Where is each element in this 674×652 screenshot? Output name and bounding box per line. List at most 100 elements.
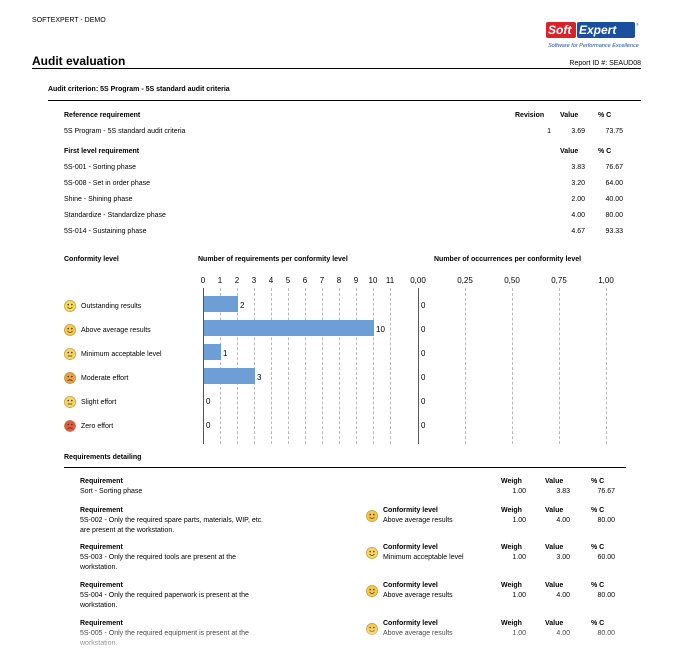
chart-gridline <box>220 288 221 444</box>
chart-bar <box>204 344 221 360</box>
chart-data-label: 0 <box>421 373 426 382</box>
smiley-icon <box>64 348 76 360</box>
chart-tick-label: 0,75 <box>551 276 567 285</box>
first-level-value: 3.20 <box>571 180 585 187</box>
smiley-icon <box>64 372 76 384</box>
detail-pct-value: 80.00 <box>597 517 615 524</box>
smiley-icon <box>366 585 378 597</box>
chart-gridline <box>254 288 255 444</box>
chart-tick-label: 10 <box>368 276 378 285</box>
smiley-icon <box>64 300 76 312</box>
chart-data-label: 3 <box>257 373 262 382</box>
logo-tagline: Software for Performance Excellence <box>548 43 639 49</box>
detail-label-value: Value <box>545 582 564 589</box>
conformity-level-label: Slight effort <box>81 399 117 406</box>
detail-pct-value: 60.00 <box>597 554 615 561</box>
detail-weigh-value: 1.00 <box>512 554 526 561</box>
chart-bar <box>204 368 255 384</box>
logo-expert: Expert <box>579 23 617 37</box>
chart-tick-label: 5 <box>285 276 291 285</box>
smiley-icon <box>366 510 378 522</box>
detail-requirement-text: workstation. <box>80 602 118 609</box>
chart-gridline <box>271 288 272 444</box>
detail-label-requirement: Requirement <box>80 582 123 589</box>
ref-row-name: 5S Program - 5S standard audit criteria <box>64 128 186 135</box>
conformity-level-label: Moderate effort <box>81 375 129 382</box>
chart-tick-label: 0,25 <box>457 276 473 285</box>
detail-label-value: Value <box>545 620 563 627</box>
detail-requirement-text: 5S-003 - Only the required tools are pre… <box>80 554 237 561</box>
chart-data-label: 0 <box>421 397 426 406</box>
chart-tick-label: 8 <box>336 276 342 285</box>
first-level-value: 2.00 <box>571 196 585 203</box>
chart-tick-label: 6 <box>302 276 308 285</box>
chart-data-label: 0 <box>421 421 426 430</box>
first-level-name: Shine - Shining phase <box>64 196 133 203</box>
first-level-value: 4.00 <box>571 212 585 219</box>
softexpert-logo: Soft Expert ® Software for Performance E… <box>544 20 640 50</box>
conformity-title: Conformity level <box>64 256 119 263</box>
chart-bar <box>204 296 238 312</box>
chart-data-label: 0 <box>421 349 426 358</box>
detail-value: 3.00 <box>556 554 570 561</box>
detail-label-value: Value <box>545 478 564 485</box>
chart-tick-label: 3 <box>251 276 257 285</box>
detail-label-pct: % C <box>591 582 605 589</box>
detail-label-weigh: Weigh <box>501 507 522 514</box>
smiley-icon <box>64 324 76 336</box>
chart-tick-label: 2 <box>234 276 240 285</box>
chart-gridline <box>356 288 357 444</box>
detail-requirement-text: workstation. <box>80 564 118 571</box>
first-level-header-name: First level requirement <box>64 148 140 155</box>
ref-row-revision: 1 <box>547 128 551 135</box>
first-level-header-value: Value <box>560 148 579 155</box>
detail-requirement-text: are present at the workstation. <box>80 527 175 534</box>
criterion-rule <box>48 100 641 101</box>
chart-gridline <box>559 288 560 444</box>
chart-tick-label: 11 <box>385 276 395 285</box>
chart-tick-label: 0,00 <box>410 276 426 285</box>
chart-gridline <box>237 288 238 444</box>
page-title: Audit evaluation <box>32 54 126 68</box>
detail-conformity-value: Above average results <box>383 592 453 599</box>
detail-label-requirement: Requirement <box>80 478 123 485</box>
chart-data-label: 0 <box>206 421 211 430</box>
detail-label-weigh: Weigh <box>501 478 522 485</box>
first-level-header-pct: % C <box>598 148 612 155</box>
chart-data-label: 0 <box>206 397 211 406</box>
chart-tick-label: 0 <box>200 276 206 285</box>
bottom-fade <box>0 624 674 652</box>
detail-first-weigh: 1.00 <box>512 488 526 495</box>
chart-tick-label: 7 <box>319 276 325 285</box>
chart1-title: Number of requirements per conformity le… <box>198 256 348 263</box>
detailing-title: Requirements detailing <box>64 454 142 461</box>
chart-gridline <box>288 288 289 444</box>
conformity-level-label: Above average results <box>81 327 151 334</box>
conformity-level-label: Outstanding results <box>81 303 142 310</box>
conformity-level-label: Minimum acceptable level <box>81 351 162 358</box>
criterion-title: Audit criterion: 5S Program - 5S standar… <box>48 86 230 93</box>
detail-label-pct: % C <box>591 620 604 627</box>
detail-label-conformity: Conformity level <box>383 544 438 551</box>
first-level-name: Standardize - Standardize phase <box>64 212 166 219</box>
first-level-pct: 80.00 <box>605 212 623 219</box>
chart2-title: Number of occurrences per conformity lev… <box>434 256 582 263</box>
detail-weigh-value: 1.00 <box>512 517 526 524</box>
chart-tick-label: 9 <box>353 276 359 285</box>
chart-gridline <box>418 288 419 444</box>
first-level-name: 5S-008 - Set in order phase <box>64 180 150 187</box>
chart-tick-label: 4 <box>268 276 274 285</box>
first-level-name: 5S-014 - Sustaining phase <box>64 228 147 235</box>
chart-tick-label: 0,50 <box>504 276 520 285</box>
detail-label-pct: % C <box>591 478 605 485</box>
detail-label-requirement: Requirement <box>80 507 123 514</box>
detail-label-weigh: Weigh <box>501 620 522 627</box>
chart-gridline <box>373 288 374 444</box>
ref-row-pct: 73.75 <box>605 128 623 135</box>
chart-gridline <box>339 288 340 444</box>
chart-gridline <box>305 288 306 444</box>
first-level-value: 3.83 <box>571 164 585 171</box>
chart-data-label: 2 <box>240 301 245 310</box>
detail-first-text: Sort - Sorting phase <box>80 488 143 495</box>
first-level-value: 4.67 <box>571 228 585 235</box>
